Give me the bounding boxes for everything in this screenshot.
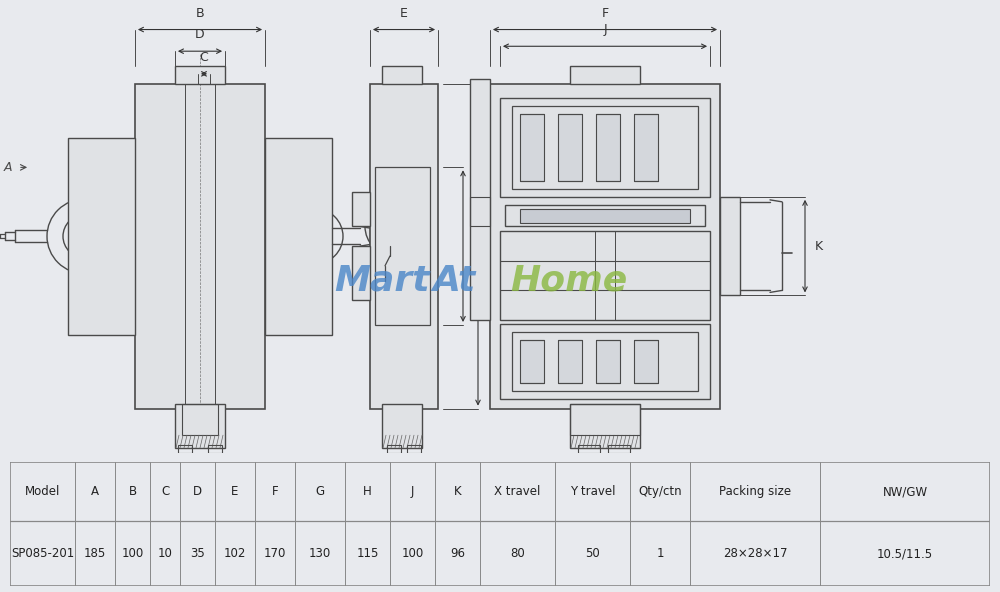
Text: 100: 100 xyxy=(401,547,424,560)
Text: K: K xyxy=(815,240,823,253)
Text: Home: Home xyxy=(510,263,627,298)
Text: Mart: Mart xyxy=(334,263,430,298)
Bar xyxy=(596,340,620,383)
Text: NW/GW: NW/GW xyxy=(882,485,928,498)
Text: F: F xyxy=(601,7,609,20)
Circle shape xyxy=(365,197,425,256)
Bar xyxy=(720,197,740,295)
Bar xyxy=(634,340,658,383)
Bar xyxy=(490,83,720,408)
Text: Packing size: Packing size xyxy=(719,485,791,498)
Text: 10.5/11.5: 10.5/11.5 xyxy=(877,547,933,560)
Text: 130: 130 xyxy=(309,547,331,560)
Bar xyxy=(558,114,582,181)
Text: Model: Model xyxy=(25,485,60,498)
Text: 102: 102 xyxy=(224,547,246,560)
Text: X travel: X travel xyxy=(494,485,541,498)
Bar xyxy=(387,445,401,453)
Bar xyxy=(608,445,630,453)
Bar xyxy=(470,197,490,226)
Bar xyxy=(512,107,698,189)
Text: H: H xyxy=(486,240,495,253)
Text: E: E xyxy=(400,7,408,20)
Text: E: E xyxy=(231,485,239,498)
Bar xyxy=(500,324,710,399)
Bar xyxy=(500,98,710,197)
Text: J: J xyxy=(603,24,607,37)
Bar xyxy=(382,404,422,448)
Text: C: C xyxy=(200,51,208,64)
Text: 170: 170 xyxy=(264,547,286,560)
Bar xyxy=(208,445,222,453)
Bar xyxy=(352,192,370,226)
Text: B: B xyxy=(196,7,204,20)
Bar xyxy=(407,445,421,453)
Text: Qty/ctn: Qty/ctn xyxy=(638,485,682,498)
Text: D: D xyxy=(193,485,202,498)
Bar xyxy=(500,231,710,320)
Bar xyxy=(352,246,370,300)
Bar xyxy=(520,209,690,223)
Text: 185: 185 xyxy=(84,547,106,560)
Text: H: H xyxy=(363,485,372,498)
Bar xyxy=(178,445,192,453)
Text: B: B xyxy=(128,485,137,498)
Bar xyxy=(596,114,620,181)
Text: Y travel: Y travel xyxy=(570,485,615,498)
Text: 28×28×17: 28×28×17 xyxy=(723,547,787,560)
Text: K: K xyxy=(454,485,461,498)
Bar xyxy=(520,114,544,181)
Bar xyxy=(505,205,705,226)
Bar xyxy=(570,66,640,83)
Text: G: G xyxy=(471,240,481,253)
Text: 100: 100 xyxy=(121,547,144,560)
Text: D: D xyxy=(195,28,205,41)
Text: C: C xyxy=(161,485,169,498)
Bar xyxy=(375,168,430,325)
Bar xyxy=(175,66,225,83)
Text: F: F xyxy=(272,485,278,498)
Text: 50: 50 xyxy=(585,547,600,560)
Text: At: At xyxy=(432,263,475,298)
Bar xyxy=(578,445,600,453)
Bar xyxy=(520,340,544,383)
Text: A: A xyxy=(91,485,99,498)
Bar xyxy=(370,83,438,408)
Bar xyxy=(382,66,422,83)
Bar xyxy=(182,404,218,435)
Bar xyxy=(634,114,658,181)
Bar xyxy=(68,138,135,334)
Bar xyxy=(558,340,582,383)
Text: A: A xyxy=(4,161,12,174)
Text: 1: 1 xyxy=(656,547,664,560)
Text: SP085-201: SP085-201 xyxy=(11,547,74,560)
Text: 80: 80 xyxy=(510,547,525,560)
Bar xyxy=(470,79,490,320)
Bar xyxy=(175,404,225,448)
Bar xyxy=(512,332,698,391)
Bar xyxy=(570,404,640,435)
Bar xyxy=(135,83,265,408)
Text: 115: 115 xyxy=(356,547,379,560)
Text: G: G xyxy=(315,485,325,498)
Bar xyxy=(265,138,332,334)
Text: J: J xyxy=(411,485,414,498)
Bar xyxy=(570,404,640,448)
Text: 96: 96 xyxy=(450,547,465,560)
Circle shape xyxy=(617,258,653,294)
Text: 10: 10 xyxy=(158,547,172,560)
Text: 35: 35 xyxy=(190,547,205,560)
